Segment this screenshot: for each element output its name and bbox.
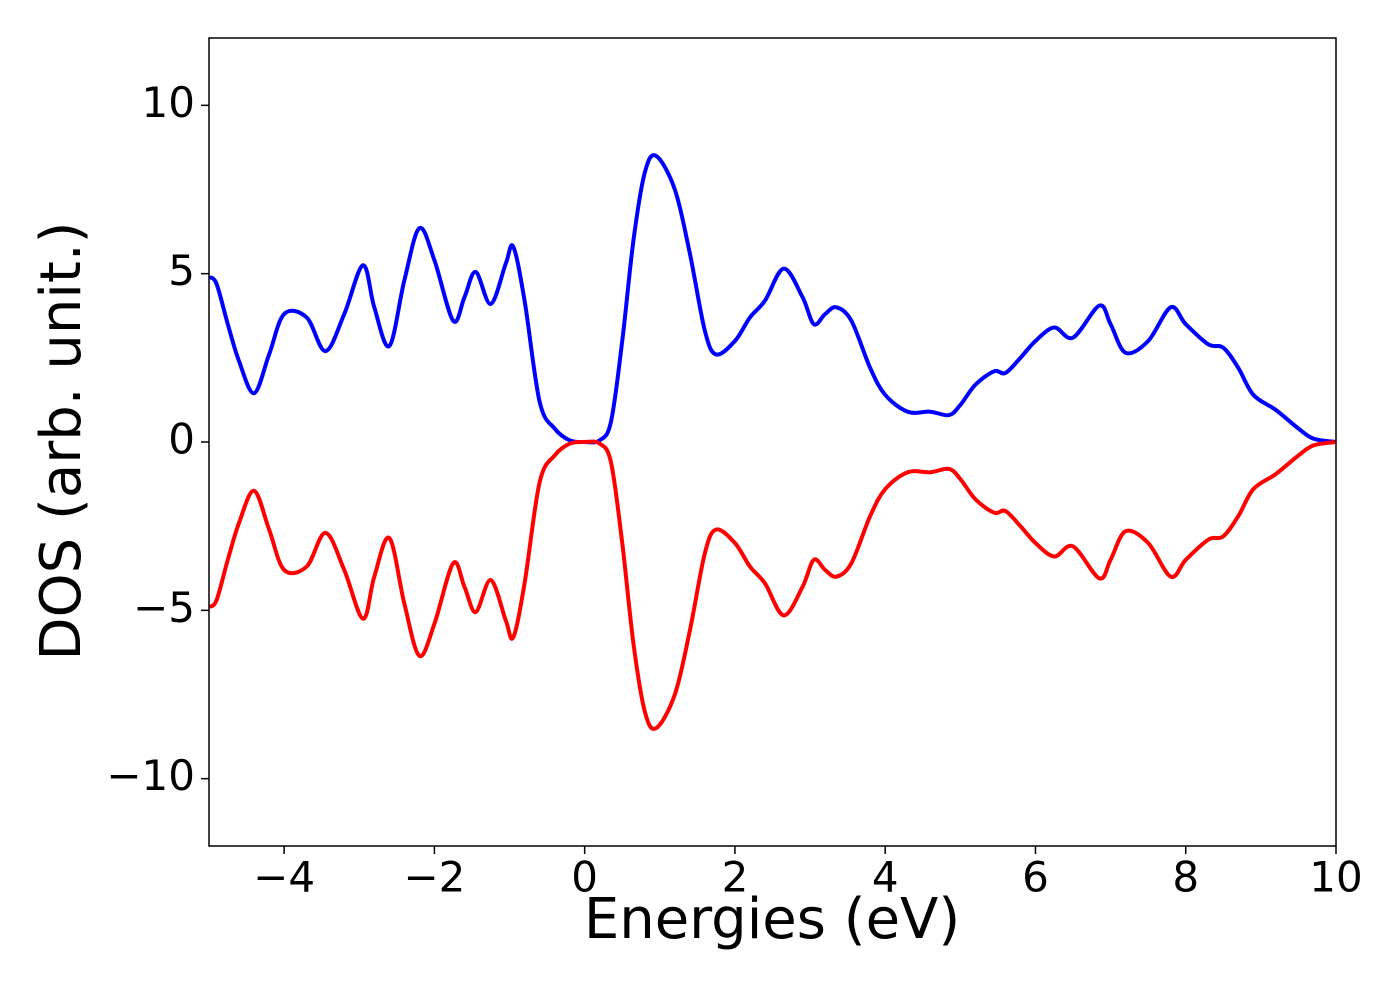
dos-line	[209, 153, 1336, 445]
x-tick-label: 6	[1022, 853, 1049, 902]
y-tick-label: −10	[106, 751, 195, 800]
x-tick-label: 8	[1172, 853, 1199, 902]
x-tick-label: −4	[253, 853, 315, 902]
x-tick-label: 2	[722, 853, 749, 902]
y-tick-label: 0	[168, 415, 195, 464]
x-tick-label: 0	[571, 853, 598, 902]
x-tick-label: 10	[1309, 853, 1362, 902]
x-tick-label: 4	[872, 853, 899, 902]
y-axis-label: DOS (arb. unit.)	[29, 221, 94, 660]
y-tick-label: −5	[133, 583, 195, 632]
y-tick-label: 5	[168, 246, 195, 295]
x-tick-label: −2	[403, 853, 465, 902]
x-axis-label: Energies (eV)	[584, 887, 960, 952]
plot-frame	[208, 37, 1337, 847]
dos-line	[209, 439, 1336, 731]
y-tick-label: 10	[142, 78, 195, 127]
